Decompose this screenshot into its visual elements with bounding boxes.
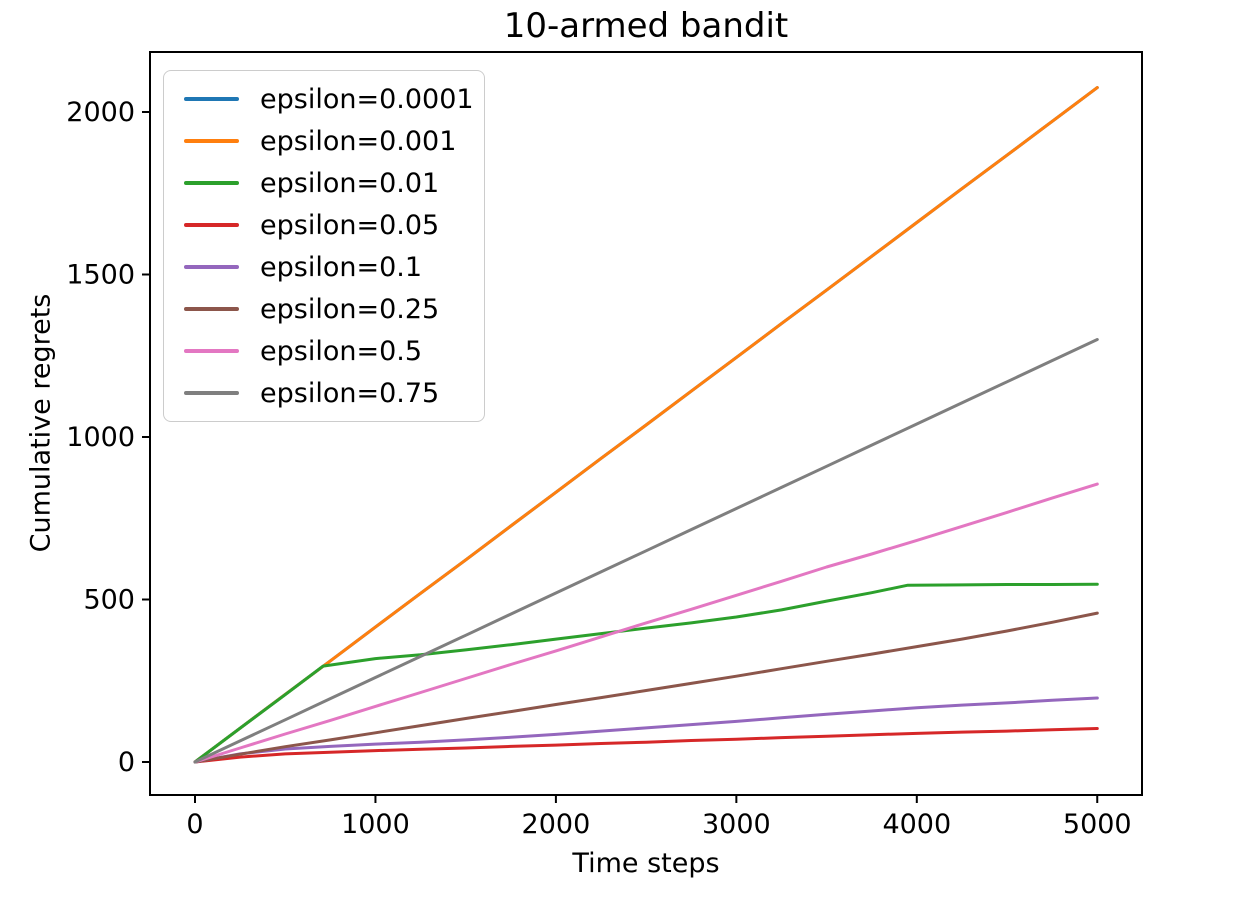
legend-line-swatch (184, 139, 239, 143)
legend-item: epsilon=0.75 (164, 372, 484, 414)
y-axis-label: Cumulative regrets (25, 293, 57, 553)
x-tick-label: 2000 (522, 809, 591, 840)
legend-label: epsilon=0.5 (260, 335, 423, 367)
legend-item: epsilon=0.1 (164, 246, 484, 288)
legend-line-swatch (184, 349, 239, 353)
chart-line (193, 582, 1099, 764)
legend-label: epsilon=0.75 (260, 377, 440, 409)
chart-line (193, 727, 1099, 764)
x-tick-label: 5000 (1063, 809, 1132, 840)
legend-label: epsilon=0.0001 (260, 83, 474, 115)
chart-line (193, 338, 1099, 764)
legend-item: epsilon=0.001 (164, 120, 484, 162)
y-tick-label: 1000 (66, 422, 135, 453)
y-tick-label: 2000 (66, 97, 135, 128)
x-tick-label: 1000 (341, 809, 410, 840)
x-tick-label: 3000 (702, 809, 771, 840)
legend-label: epsilon=0.01 (260, 167, 440, 199)
legend-item: epsilon=0.25 (164, 288, 484, 330)
legend-line-swatch (184, 223, 239, 227)
x-tick-label: 0 (186, 809, 203, 840)
x-tick-label: 4000 (882, 809, 951, 840)
legend-label: epsilon=0.25 (260, 293, 440, 325)
y-tick-label: 0 (118, 747, 135, 778)
legend-box: epsilon=0.0001 epsilon=0.001 epsilon=0.01 e… (163, 70, 485, 422)
legend-label: epsilon=0.1 (260, 251, 423, 283)
chart-line (193, 482, 1099, 764)
y-tick-label: 500 (83, 585, 135, 616)
legend-line-swatch (184, 181, 239, 185)
y-tick-label: 1500 (66, 260, 135, 291)
legend-line-swatch (184, 391, 239, 395)
chart-line (193, 86, 1099, 764)
chart-title: 10-armed bandit (503, 6, 789, 46)
legend-label: epsilon=0.05 (260, 209, 440, 241)
legend-label: epsilon=0.001 (260, 125, 457, 157)
x-axis-label: Time steps (572, 848, 720, 879)
legend-item: epsilon=0.5 (164, 330, 484, 372)
legend-item: epsilon=0.01 (164, 162, 484, 204)
legend-line-swatch (184, 97, 239, 101)
chart-line (193, 611, 1099, 764)
chart-line (193, 696, 1099, 764)
legend-line-swatch (184, 307, 239, 311)
legend-line-swatch (184, 265, 239, 269)
legend-item: epsilon=0.0001 (164, 78, 484, 120)
legend-item: epsilon=0.05 (164, 204, 484, 246)
plot-border (149, 51, 1143, 796)
